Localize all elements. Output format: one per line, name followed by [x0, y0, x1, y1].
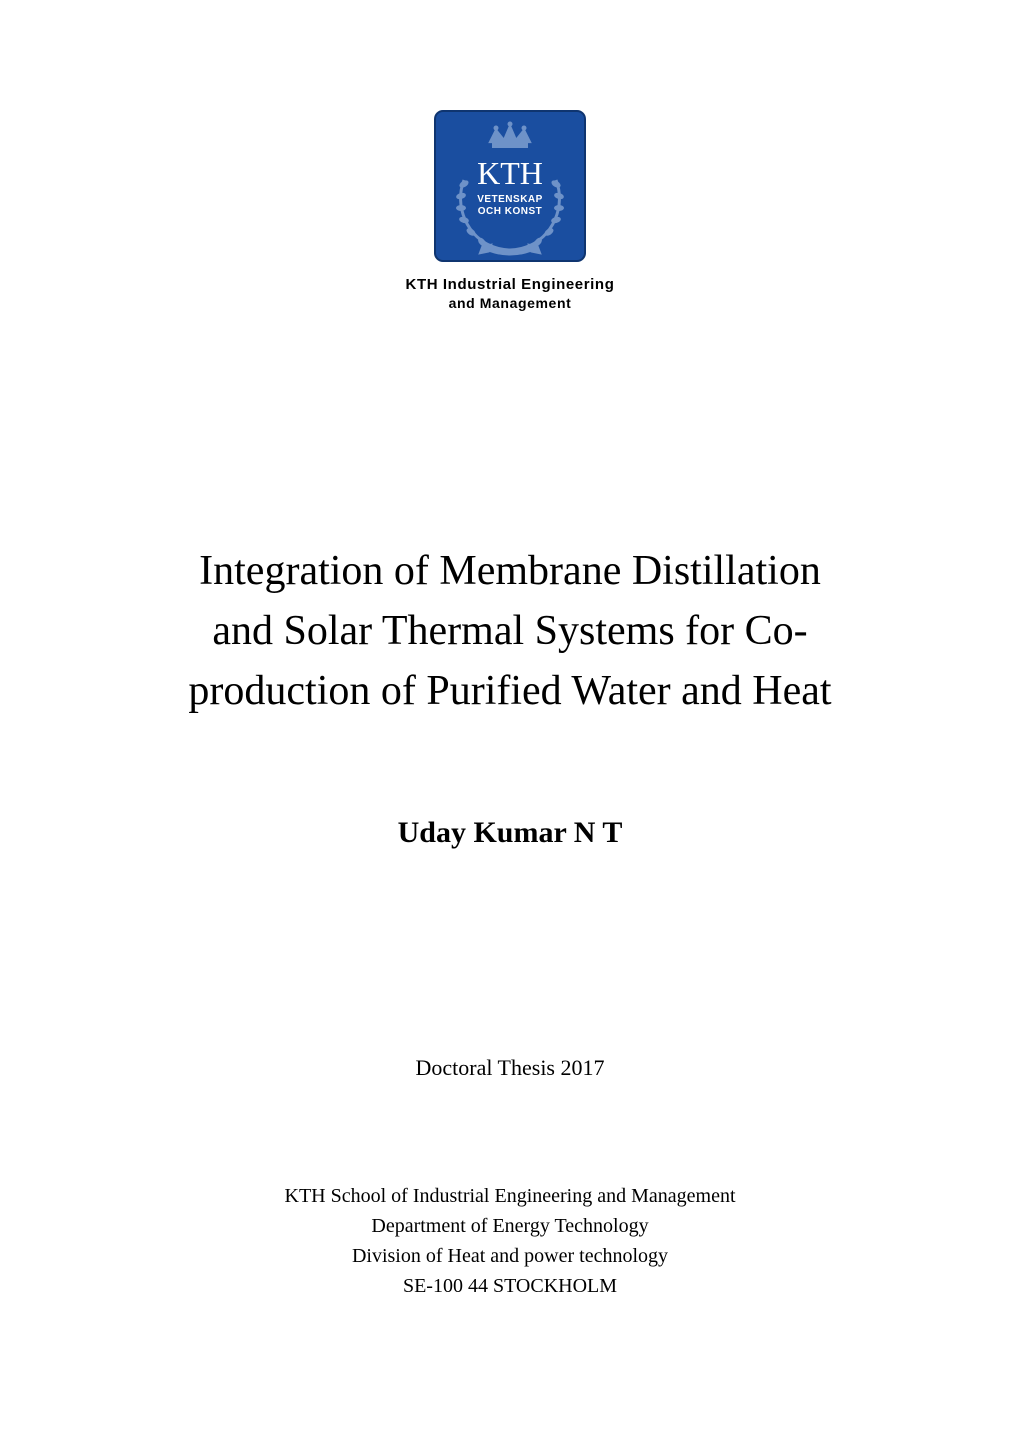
kth-logo: KTH VETENSKAP OCH KONST [434, 110, 586, 262]
logo-abbrev: KTH [477, 155, 543, 191]
affiliation-line-2: Department of Energy Technology [285, 1211, 736, 1241]
thesis-title: Integration of Membrane Distillation and… [188, 542, 831, 721]
affiliation-line-3: Division of Heat and power technology [285, 1241, 736, 1271]
title-line-3: production of Purified Water and Heat [188, 662, 831, 722]
title-line-1: Integration of Membrane Distillation [188, 542, 831, 602]
title-line-2: and Solar Thermal Systems for Co- [188, 602, 831, 662]
logo-caption-line2: and Management [406, 295, 615, 313]
logo-caption-line1: KTH Industrial Engineering [406, 276, 615, 295]
affiliation-block: KTH School of Industrial Engineering and… [285, 1181, 736, 1301]
thesis-subtitle: Doctoral Thesis 2017 [415, 1055, 604, 1081]
author-name: Uday Kumar N T [398, 816, 623, 850]
logo-tagline-1: VETENSKAP [477, 194, 543, 205]
logo-caption: KTH Industrial Engineering and Managemen… [406, 276, 615, 312]
affiliation-line-4: SE-100 44 STOCKHOLM [285, 1271, 736, 1301]
affiliation-line-1: KTH School of Industrial Engineering and… [285, 1181, 736, 1211]
logo-tagline-2: OCH KONST [478, 206, 543, 217]
title-page: KTH VETENSKAP OCH KONST KTH Industrial E… [0, 0, 1020, 1442]
logo-block: KTH VETENSKAP OCH KONST KTH Industrial E… [406, 110, 615, 312]
